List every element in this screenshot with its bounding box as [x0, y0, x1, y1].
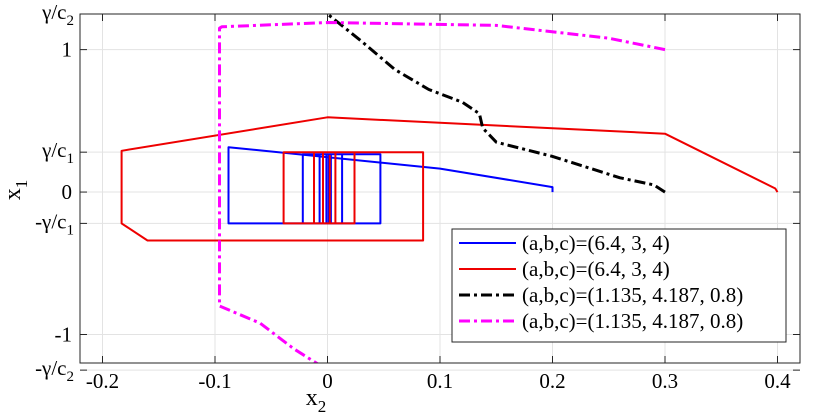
- x-axis-label-sub: 2: [318, 397, 327, 415]
- y-symbol-tick-label: -γ/c1: [35, 209, 74, 238]
- series-line-4: [218, 21, 666, 363]
- series-line-3: [326, 14, 666, 194]
- x-tick-label: 0.1: [427, 369, 453, 393]
- x-tick-label: -0.1: [198, 369, 231, 393]
- legend-label-2: (a,b,c)=(6.4, 3, 4): [522, 257, 670, 281]
- x-axis-label-main: x: [306, 385, 318, 411]
- x-tick-label: 0.4: [764, 369, 791, 393]
- legend: (a,b,c)=(6.4, 3, 4)(a,b,c)=(6.4, 3, 4)(a…: [451, 228, 787, 343]
- y-axis-label-sub: 1: [12, 180, 31, 189]
- y-axis-label-main: x: [0, 188, 26, 200]
- y-tick-label: -1: [55, 323, 73, 347]
- x-tick-label: -0.2: [86, 369, 119, 393]
- series-layer: [120, 14, 779, 363]
- y-symbol-tick-main: γ/c: [41, 138, 66, 162]
- y-symbol-tick-sub: 2: [67, 369, 75, 385]
- y-tick-label: 1: [62, 38, 73, 62]
- x-tick-label: 0.2: [539, 369, 565, 393]
- legend-label-1: (a,b,c)=(6.4, 3, 4): [522, 231, 670, 255]
- y-symbol-tick-label: -γ/c2: [35, 356, 74, 385]
- x-axis-label: x2: [306, 385, 327, 415]
- x-tick-label: 0: [322, 369, 333, 393]
- y-tick-label: 0: [62, 180, 73, 204]
- y-axis-label: x1: [0, 180, 31, 201]
- y-symbol-tick-sub: 2: [67, 13, 75, 29]
- y-symbol-tick-main: -γ/c: [35, 356, 66, 380]
- legend-label-3: (a,b,c)=(1.135, 4.187, 0.8): [522, 283, 743, 307]
- tick-layer: -0.2 -0.1 0 0.1 0.2 0.3 0.410-1γ/c2γ/c1-γ/c1-γ…: [35, 0, 800, 393]
- y-symbol-tick-label: γ/c2: [41, 0, 74, 29]
- x-tick-label: 0.3: [652, 369, 678, 393]
- series-line-2: [120, 116, 779, 242]
- legend-box: [451, 228, 787, 343]
- y-symbol-tick-label: γ/c1: [41, 138, 74, 167]
- y-symbol-tick-sub: 1: [67, 151, 75, 167]
- y-symbol-tick-sub: 1: [67, 222, 75, 238]
- y-symbol-tick-main: -γ/c: [35, 209, 66, 233]
- legend-label-4: (a,b,c)=(1.135, 4.187, 0.8): [522, 309, 743, 333]
- legend-entries: (a,b,c)=(6.4, 3, 4)(a,b,c)=(6.4, 3, 4)(a…: [459, 231, 743, 333]
- y-symbol-tick-main: γ/c: [41, 0, 66, 24]
